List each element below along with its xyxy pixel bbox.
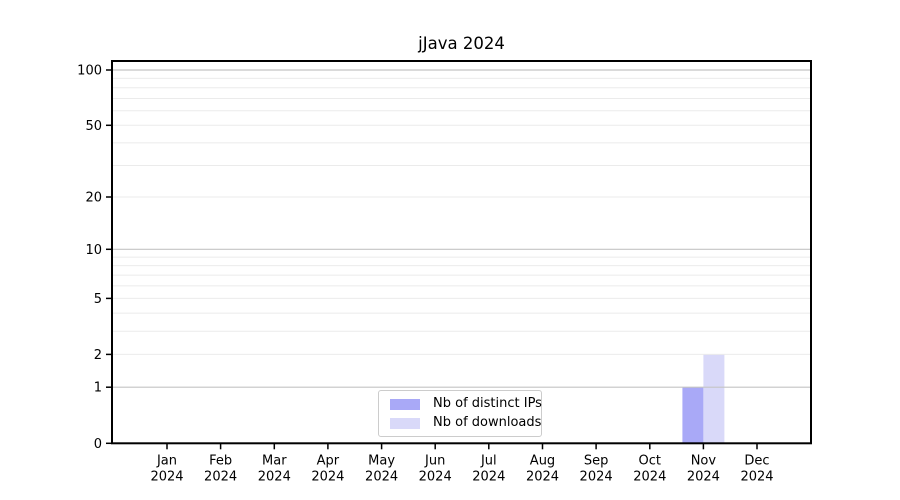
y-tick-label-1: 1 — [94, 381, 102, 396]
legend-swatch-distinct-ips — [390, 398, 420, 410]
x-tick-label-oct: Oct 2024 — [633, 453, 666, 484]
y-tick-label-10: 10 — [85, 243, 102, 258]
chart-title: jJava 2024 — [418, 34, 505, 53]
y-tick-label-0: 0 — [94, 437, 102, 452]
y-tick-label-2: 2 — [94, 348, 102, 363]
x-tick-label-may: May 2024 — [365, 453, 398, 484]
y-tick-label-20: 20 — [85, 191, 102, 206]
legend-item-distinct-ips: Nb of distinct IPs — [390, 397, 542, 411]
x-tick-label-jan: Jan 2024 — [150, 453, 183, 484]
legend-label-downloads: Nb of downloads — [433, 415, 542, 430]
x-tick-label-apr: Apr 2024 — [311, 453, 344, 484]
legend-swatch-downloads — [390, 417, 420, 429]
legend: Nb of distinct IPs Nb of downloads — [378, 390, 542, 437]
x-tick-label-jul: Jul 2024 — [472, 453, 505, 484]
x-tick-label-sep: Sep 2024 — [580, 453, 613, 484]
x-tick-label-nov: Nov 2024 — [687, 453, 720, 484]
bar-distinct-ips-nov — [682, 387, 704, 444]
y-tick-label-50: 50 — [85, 119, 102, 134]
x-tick-label-mar: Mar 2024 — [258, 453, 291, 484]
x-tick-label-dec: Dec 2024 — [740, 453, 773, 484]
legend-label-distinct-ips: Nb of distinct IPs — [433, 396, 542, 411]
bar-downloads-nov — [703, 354, 725, 444]
x-tick-label-aug: Aug 2024 — [526, 453, 559, 484]
y-tick-label-5: 5 — [94, 292, 102, 307]
x-tick-label-jun: Jun 2024 — [419, 453, 452, 484]
legend-item-downloads: Nb of downloads — [390, 416, 541, 430]
x-tick-label-feb: Feb 2024 — [204, 453, 237, 484]
plot-border — [111, 60, 812, 445]
y-tick-label-100: 100 — [77, 64, 102, 79]
